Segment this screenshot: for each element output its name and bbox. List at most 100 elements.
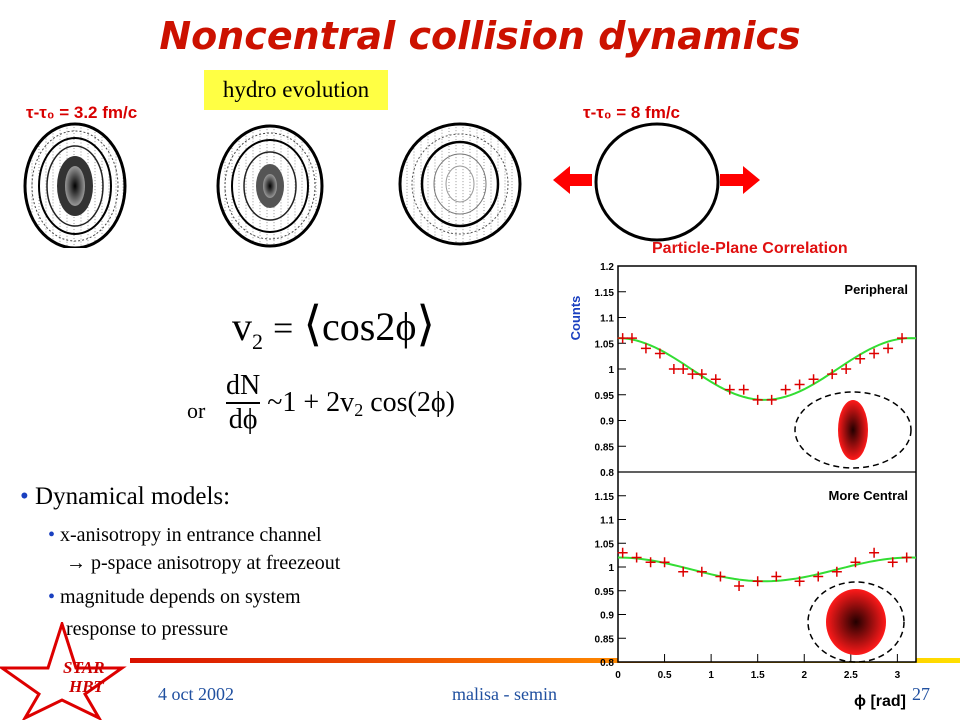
panel-label: More Central (829, 488, 908, 503)
data-point (883, 343, 894, 354)
x-tick-label: 2 (801, 670, 807, 681)
dn-numerator: dN (226, 370, 261, 401)
data-point (841, 364, 852, 374)
data-point (855, 353, 866, 364)
data-point (827, 369, 838, 380)
data-point (734, 581, 745, 591)
data-point (668, 364, 679, 374)
inset-central-outline (807, 581, 905, 663)
data-point (850, 557, 861, 568)
snapshot-2 (216, 124, 324, 248)
x-tick-label: 3 (895, 670, 901, 681)
y-tick-label: 0.9 (600, 417, 614, 428)
star-logo-text: STAR (63, 658, 105, 677)
bullet-magnitude: • magnitude depends on system (48, 586, 301, 608)
panel-label: Peripheral (844, 282, 908, 297)
data-point (710, 374, 721, 385)
snapshot-3 (398, 122, 522, 246)
data-point (831, 566, 842, 577)
data-point (813, 571, 824, 582)
y-tick-label: 0.9 (600, 611, 614, 622)
snapshot-late (594, 122, 720, 242)
footer-date: 4 oct 2002 (158, 684, 234, 704)
footer-page-number: 27 (912, 684, 930, 704)
data-point (724, 384, 735, 395)
x-tick-label: 0 (615, 670, 621, 681)
x-tick-label: 2.5 (844, 670, 858, 681)
left-arrow (553, 166, 592, 194)
hydro-snapshots (23, 122, 760, 248)
footer-divider (130, 658, 960, 663)
bullet-response: response to pressure (66, 618, 229, 640)
x-axis-label: ϕ [rad] (854, 693, 906, 710)
data-point (780, 384, 791, 395)
v2-equation: v2 = ⟨cos2ϕ⟩ (232, 298, 436, 354)
y-tick-label: 1.15 (595, 288, 615, 299)
y-tick-label: 0.95 (595, 391, 615, 402)
slide-title: Noncentral collision dynamics (159, 14, 801, 58)
data-point (752, 576, 763, 587)
particle-plane-chart: Counts 0.8 0.85 0.9 0.95 1 1.05 1.1 1.15 1.2 Perip… (568, 262, 917, 710)
dn-dphi-equation: dN dϕ ~1 + 2v2 cos(2ϕ) (226, 370, 455, 436)
right-arrow (720, 166, 760, 194)
data-point (752, 394, 763, 405)
dphi-denominator: dϕ (226, 402, 261, 436)
y-tick-label: 1.15 (595, 492, 615, 503)
y-tick-label: 0.85 (595, 442, 615, 453)
y-tick-label: 0.8 (600, 658, 614, 669)
data-point (794, 576, 805, 587)
data-point (631, 552, 642, 563)
v2-symbol: v (232, 304, 252, 349)
y-tick-label: 1.1 (600, 516, 614, 527)
hydro-evolution-label: hydro evolution (204, 70, 388, 110)
data-point (617, 547, 628, 558)
chart-title: Particle-Plane Correlation (652, 240, 848, 257)
dn-cos: cos(2ϕ) (370, 387, 455, 418)
bullet-dynamical-models: • Dynamical models: (20, 483, 231, 510)
or-label: or (187, 398, 206, 423)
data-point (640, 343, 651, 354)
data-point (715, 571, 726, 582)
data-point (901, 552, 912, 563)
snapshot-early (23, 122, 127, 248)
data-point (626, 333, 637, 344)
bullet-p-space: → p-space anisotropy at freezeout (66, 552, 341, 574)
inset-peripheral-overlap (838, 400, 868, 460)
tau-start-label: τ-τ₀ = 3.2 fm/c (26, 103, 138, 122)
data-point (696, 566, 707, 577)
y-tick-label: 1.05 (595, 339, 615, 350)
dn-subscript: 2 (354, 400, 364, 421)
data-point (766, 394, 777, 405)
fit-curve (617, 556, 917, 583)
inset-peripheral-outline (794, 391, 912, 469)
y-axis-label: Counts (568, 296, 583, 341)
y-tick-label: 1.2 (600, 262, 614, 273)
data-point (794, 379, 805, 390)
tau-end-label: τ-τ₀ = 8 fm/c (583, 103, 681, 122)
data-point (869, 547, 880, 558)
bullet-x-anisotropy: • x-anisotropy in entrance channel (48, 524, 322, 546)
hbt-logo-text: HBT (69, 677, 104, 696)
data-point (645, 557, 656, 568)
dn-rhs: ~1 + 2v (267, 387, 355, 418)
x-tick-label: 0.5 (658, 670, 672, 681)
data-point (887, 557, 898, 568)
cos2phi-text: cos2ϕ (322, 304, 417, 349)
data-point (687, 369, 698, 380)
data-point (654, 348, 665, 359)
inset-central-overlap (826, 589, 886, 655)
x-tick-label: 1.5 (751, 670, 765, 681)
y-tick-label: 1.1 (600, 314, 614, 325)
data-point (771, 571, 782, 582)
data-point (696, 369, 707, 380)
y-tick-label: 0.95 (595, 587, 615, 598)
data-point (869, 348, 880, 359)
data-point (738, 384, 749, 395)
data-point (659, 557, 670, 568)
data-point (617, 333, 628, 344)
data-point (678, 566, 689, 577)
data-point (678, 364, 689, 374)
v2-subscript: 2 (252, 329, 263, 354)
y-tick-label: 1 (608, 365, 614, 376)
x-tick-label: 1 (708, 670, 714, 681)
